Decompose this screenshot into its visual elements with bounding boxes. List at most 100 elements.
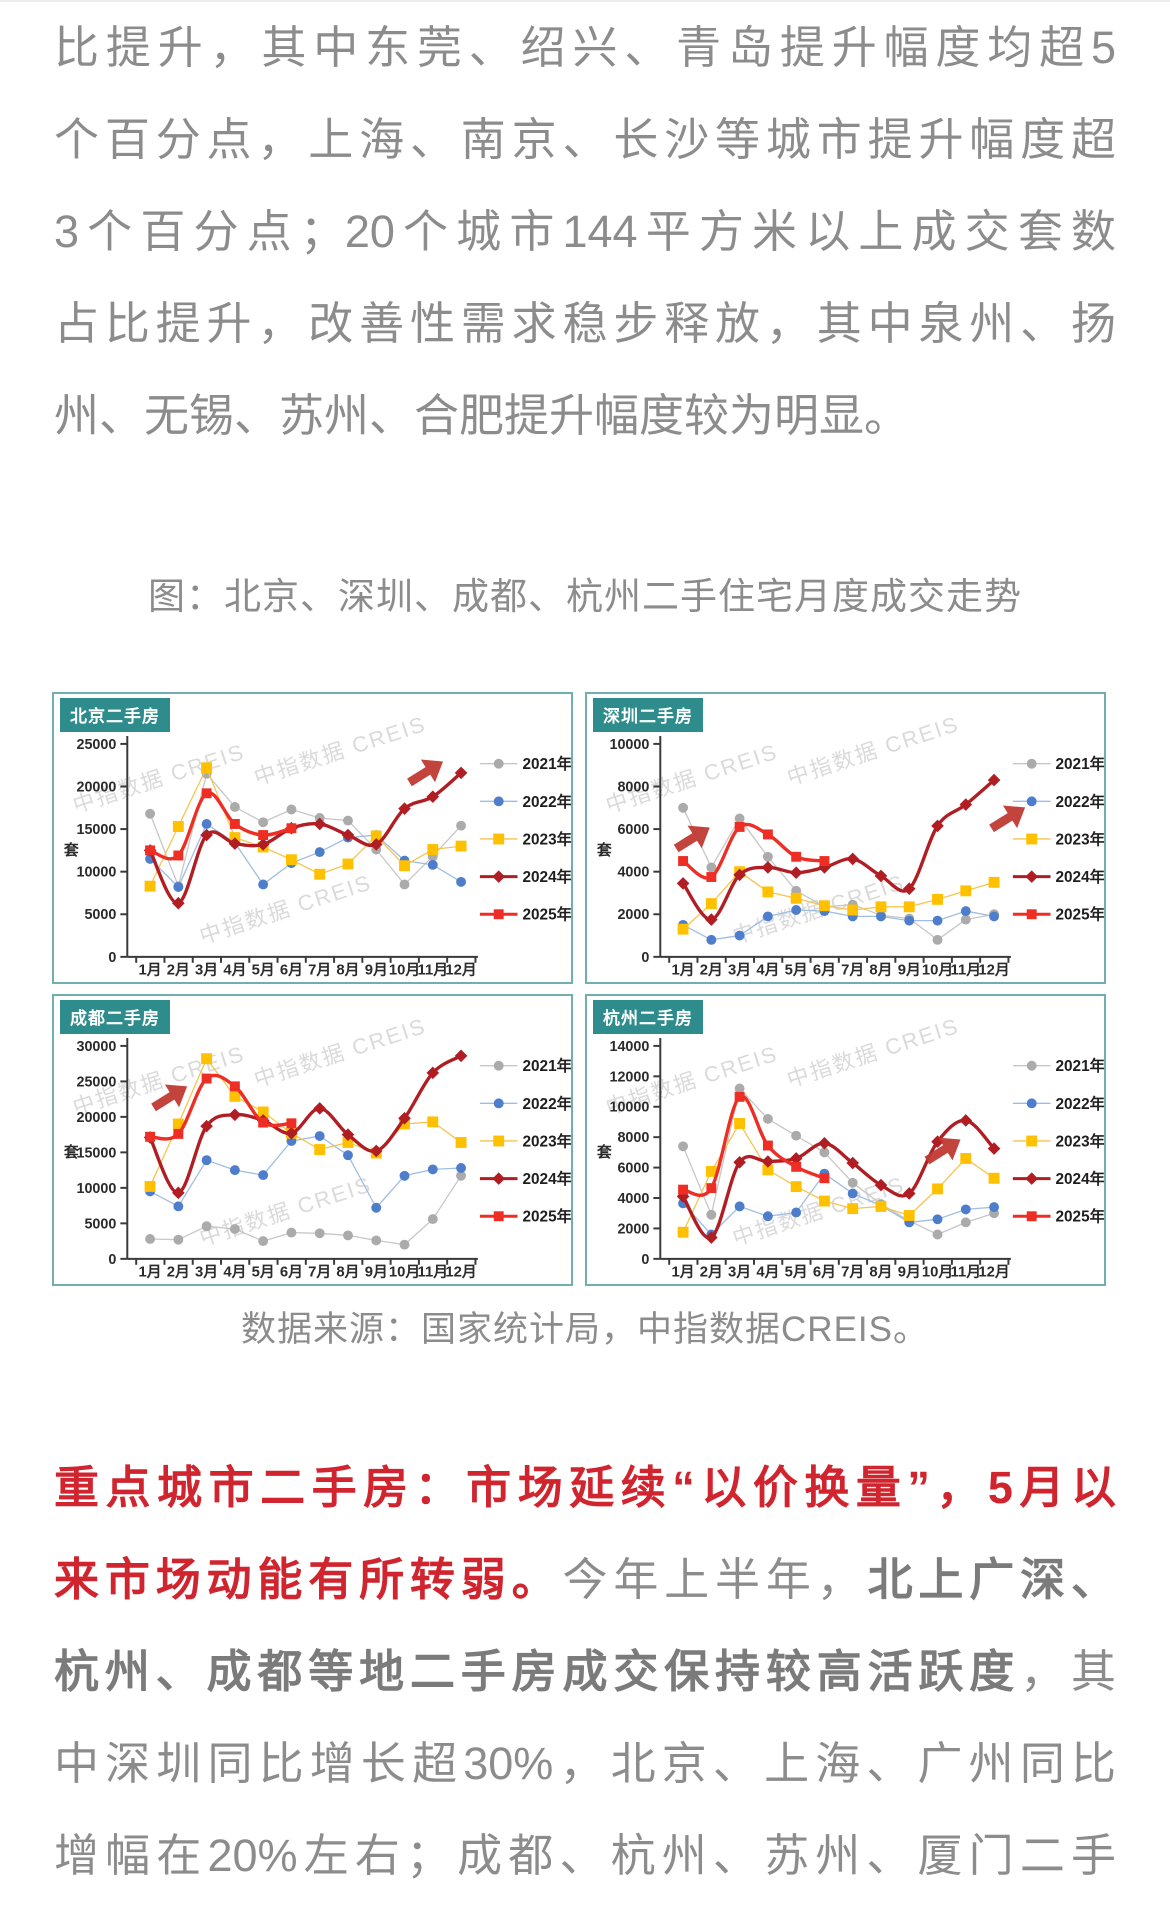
body-bold-text: 杭州、成都等地二手房成交保持较高活跃度 xyxy=(54,1646,1021,1697)
x-axis-month-label: 4月 xyxy=(223,962,246,979)
y-axis-tick-label: 10000 xyxy=(76,865,116,881)
y-axis-tick-label: 2000 xyxy=(617,1221,649,1237)
chart-panel-title: 杭州二手房 xyxy=(593,1000,703,1034)
series-line-2024年 xyxy=(148,771,463,905)
series-line-2021年 xyxy=(682,807,995,941)
x-axis-month-label: 11月 xyxy=(951,1264,982,1281)
chart-panel-title: 深圳二手房 xyxy=(593,698,703,732)
legend-label: 2023年 xyxy=(1055,829,1104,848)
watermark-text: 中指数据 CREIS xyxy=(784,1013,962,1092)
legend-label: 2023年 xyxy=(522,1131,571,1150)
y-axis-unit-label: 套 xyxy=(596,1143,612,1161)
legend-label: 2024年 xyxy=(1055,1169,1104,1188)
y-axis-tick-label: 4000 xyxy=(617,865,649,881)
body-text: 今年上半年， xyxy=(562,1554,868,1605)
body-text: ，其 xyxy=(1020,1646,1116,1697)
x-axis-month-label: 6月 xyxy=(813,962,836,979)
x-axis-month-label: 8月 xyxy=(336,962,359,979)
y-axis-tick-label: 0 xyxy=(641,1252,649,1268)
legend-label: 2022年 xyxy=(1055,792,1104,811)
legend-label: 2025年 xyxy=(1055,905,1104,924)
x-axis-month-label: 11月 xyxy=(418,1264,449,1281)
trend-arrow-icon xyxy=(407,759,444,787)
legend-label: 2025年 xyxy=(522,1207,571,1226)
watermark-text: 中指数据 CREIS xyxy=(196,870,374,949)
trend-arrow-icon xyxy=(989,805,1026,833)
x-axis-month-label: 11月 xyxy=(951,962,982,979)
paragraph-line: 个百分点，上海、南京、长沙等城市提升幅度超 xyxy=(54,114,1116,165)
figure-grid: 北京二手房 中指数据 CREIS 中指数据 CREIS 中指数据 CREIS 0 5000… xyxy=(52,692,1106,1286)
x-axis-month-label: 11月 xyxy=(418,962,449,979)
paragraph-line: 重点城市二手房：市场延续“以价换量”，5月以 xyxy=(54,1442,1116,1534)
legend-label: 2024年 xyxy=(1055,867,1104,886)
x-axis-month-label: 6月 xyxy=(813,1264,836,1281)
x-axis-month-label: 9月 xyxy=(365,962,388,979)
figure-source: 数据来源：国家统计局，中指数据CREIS。 xyxy=(241,1310,929,1349)
top-divider xyxy=(0,0,1170,2)
x-axis-month-label: 12月 xyxy=(978,962,1009,979)
x-axis-month-label: 7月 xyxy=(841,962,864,979)
y-axis-tick-label: 6000 xyxy=(617,1161,649,1177)
x-axis-month-label: 8月 xyxy=(869,962,892,979)
legend-label: 2024年 xyxy=(522,867,571,886)
x-axis-month-label: 10月 xyxy=(389,962,420,979)
watermark-text: 中指数据 CREIS xyxy=(251,711,429,790)
watermark-text: 中指数据 CREIS xyxy=(784,711,962,790)
y-axis-tick-label: 20000 xyxy=(76,1110,116,1126)
chart-panel-0: 北京二手房 中指数据 CREIS 中指数据 CREIS 中指数据 CREIS 0 5000… xyxy=(52,692,573,984)
y-axis-tick-label: 10000 xyxy=(76,1181,116,1197)
paragraph-line: 增幅在20%左右；成都、杭州、苏州、厦门二手 xyxy=(54,1810,1116,1902)
series-line-2024年 xyxy=(681,1118,996,1240)
legend-label: 2021年 xyxy=(1055,1056,1104,1075)
x-axis-month-label: 1月 xyxy=(672,962,695,979)
y-axis-tick-label: 10000 xyxy=(609,737,649,753)
x-axis-month-label: 4月 xyxy=(756,962,779,979)
x-axis-month-label: 8月 xyxy=(869,1264,892,1281)
y-axis-tick-label: 15000 xyxy=(76,1145,116,1161)
x-axis-month-label: 4月 xyxy=(223,1264,246,1281)
paragraph-top: 比提升，其中东莞、绍兴、青岛提升幅度均超5 个百分点，上海、南京、长沙等城市提升… xyxy=(54,2,1116,462)
x-axis-month-label: 7月 xyxy=(841,1264,864,1281)
legend-label: 2025年 xyxy=(1055,1207,1104,1226)
y-axis-tick-label: 0 xyxy=(108,950,116,966)
x-axis-month-label: 3月 xyxy=(728,1264,751,1281)
y-axis-tick-label: 10000 xyxy=(609,1100,649,1116)
legend-label: 2022年 xyxy=(1055,1094,1104,1113)
y-axis-tick-label: 20000 xyxy=(76,779,116,795)
legend-label: 2023年 xyxy=(522,829,571,848)
chart-panel-title: 成都二手房 xyxy=(60,1000,170,1034)
x-axis-month-label: 9月 xyxy=(365,1264,388,1281)
series-line-2022年 xyxy=(682,1173,995,1236)
x-axis-month-label: 9月 xyxy=(898,962,921,979)
y-axis-tick-label: 6000 xyxy=(617,822,649,838)
chart-panel-3: 杭州二手房 中指数据 CREIS 中指数据 CREIS 中指数据 CREIS 0 2000… xyxy=(585,994,1106,1286)
y-axis-tick-label: 8000 xyxy=(617,779,649,795)
trend-arrow-icon xyxy=(924,1137,961,1165)
x-axis-month-label: 10月 xyxy=(922,1264,953,1281)
paragraph-line: 比提升，其中东莞、绍兴、青岛提升幅度均超5 xyxy=(54,22,1116,73)
body-text: 增幅在20%左右；成都、杭州、苏州、厦门二手 xyxy=(54,1830,1116,1881)
series-line-2021年 xyxy=(149,1175,462,1246)
y-axis-tick-label: 4000 xyxy=(617,1191,649,1207)
x-axis-month-label: 4月 xyxy=(756,1264,779,1281)
x-axis-month-label: 3月 xyxy=(195,1264,218,1281)
chart-panel-2: 成都二手房 中指数据 CREIS 中指数据 CREIS 中指数据 CREIS 0 5000… xyxy=(52,994,573,1286)
y-axis-tick-label: 30000 xyxy=(76,1039,116,1055)
heading-red-text: 来市场动能有所转弱。 xyxy=(54,1554,563,1605)
figure-caption: 图：北京、深圳、成都、杭州二手住宅月度成交走势 xyxy=(148,576,1022,617)
x-axis-month-label: 2月 xyxy=(700,1264,723,1281)
x-axis-month-label: 1月 xyxy=(139,962,162,979)
paragraph-line: 州、无锡、苏州、合肥提升幅度较为明显。 xyxy=(54,390,910,441)
legend-label: 2021年 xyxy=(522,1056,571,1075)
y-axis-tick-label: 14000 xyxy=(609,1039,649,1055)
x-axis-month-label: 10月 xyxy=(389,1264,420,1281)
y-axis-tick-label: 15000 xyxy=(76,822,116,838)
legend-label: 2024年 xyxy=(522,1169,571,1188)
series-line-2023年 xyxy=(149,767,462,887)
series-line-2025年 xyxy=(148,791,294,861)
series-line-2021年 xyxy=(149,773,462,887)
x-axis-month-label: 12月 xyxy=(978,1264,1009,1281)
